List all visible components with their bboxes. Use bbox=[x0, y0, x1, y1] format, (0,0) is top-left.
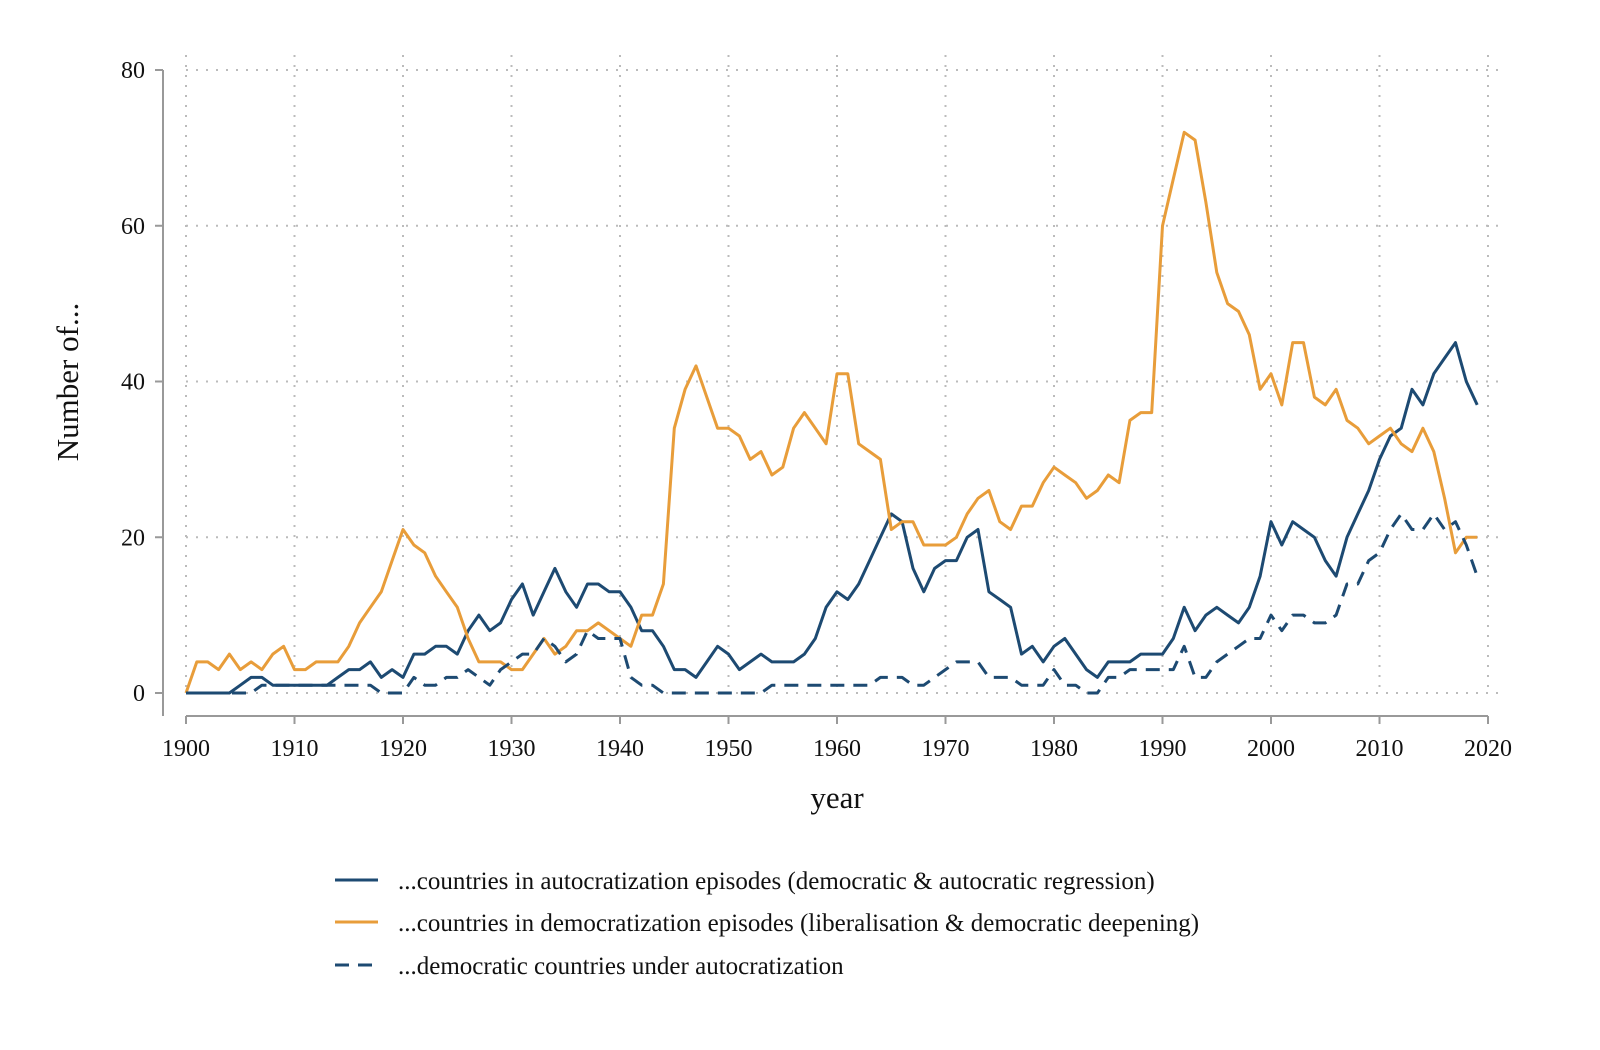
x-axis-ticks: 1900 1910 1920 1930 1940 1950 1960 1970 1980 1990… bbox=[162, 716, 1512, 762]
x-tick-label: 1980 bbox=[1030, 736, 1078, 762]
y-tick-label: 0 bbox=[133, 681, 145, 707]
x-tick-label: 1960 bbox=[813, 736, 861, 762]
y-axis-ticks: 0 20 40 60 80 bbox=[121, 58, 163, 707]
series-line-1 bbox=[184, 130, 1478, 694]
x-tick-label: 1900 bbox=[162, 736, 210, 762]
x-tick-label: 1920 bbox=[379, 736, 427, 762]
x-tick-label: 1970 bbox=[922, 736, 970, 762]
x-tick-label: 1950 bbox=[705, 736, 753, 762]
series-line-2 bbox=[186, 512, 1479, 695]
gridlines bbox=[185, 55, 1505, 694]
y-tick-label: 40 bbox=[121, 370, 145, 396]
y-tick-label: 20 bbox=[121, 525, 145, 551]
series-line-0 bbox=[186, 341, 1479, 695]
x-tick-label: 1910 bbox=[271, 736, 319, 762]
x-tick-label: 2010 bbox=[1356, 736, 1404, 762]
x-tick-label: 1990 bbox=[1139, 736, 1187, 762]
x-tick-label: 2000 bbox=[1247, 736, 1295, 762]
x-tick-label: 1940 bbox=[596, 736, 644, 762]
legend-label-2: ...democratic countries under autocratiz… bbox=[398, 953, 844, 980]
y-tick-label: 60 bbox=[121, 214, 145, 240]
series-lines bbox=[184, 130, 1479, 695]
y-tick-label: 80 bbox=[121, 58, 145, 84]
x-tick-label: 2020 bbox=[1464, 736, 1512, 762]
legend: ...countries in autocratization episodes… bbox=[335, 868, 1199, 980]
y-axis-label: Number of... bbox=[50, 303, 85, 461]
legend-label-0: ...countries in autocratization episodes… bbox=[398, 868, 1155, 895]
x-tick-label: 1930 bbox=[488, 736, 536, 762]
x-axis-label: year bbox=[810, 780, 864, 815]
legend-label-1: ...countries in democratization episodes… bbox=[398, 910, 1199, 937]
